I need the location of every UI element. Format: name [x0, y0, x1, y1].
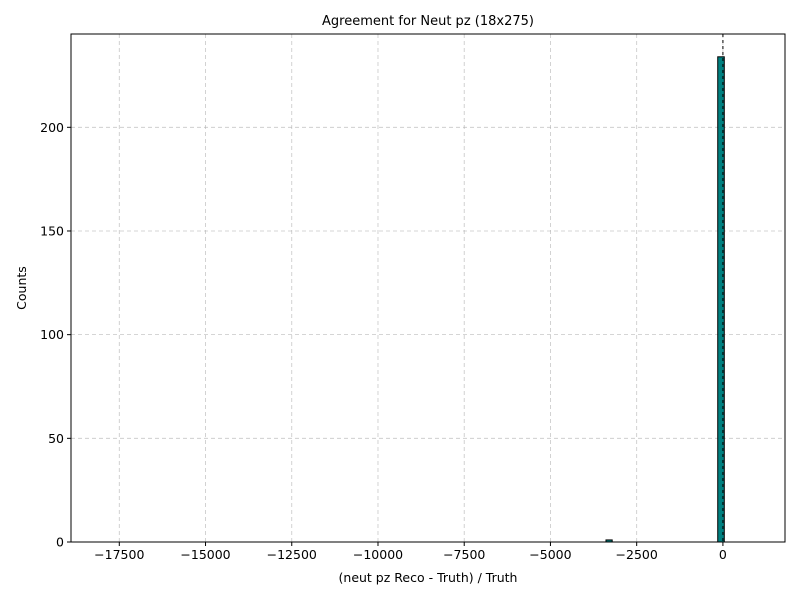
- x-axis-ticks: −17500 −15000 −12500 −10000 −7500 −5000 −2500 0: [94, 542, 727, 562]
- y-axis-ticks: 0 50 100 150 200: [40, 120, 71, 550]
- x-tick-label: −7500: [443, 547, 485, 562]
- x-tick-label: −15000: [180, 547, 230, 562]
- x-axis-label: (neut pz Reco - Truth) / Truth: [339, 570, 518, 585]
- y-tick-label: 150: [40, 223, 64, 238]
- y-tick-label: 0: [56, 535, 64, 550]
- x-tick-label: 0: [719, 547, 727, 562]
- y-tick-label: 50: [48, 431, 64, 446]
- y-tick-label: 200: [40, 120, 64, 135]
- x-tick-label: −10000: [353, 547, 403, 562]
- chart-title: Agreement for Neut pz (18x275): [322, 14, 534, 29]
- y-axis-label: Counts: [14, 266, 29, 310]
- y-tick-label: 100: [40, 327, 64, 342]
- x-tick-label: −5000: [529, 547, 571, 562]
- x-tick-label: −12500: [267, 547, 317, 562]
- x-tick-label: −17500: [94, 547, 144, 562]
- plot-frame: [70, 33, 786, 543]
- x-tick-label: −2500: [616, 547, 658, 562]
